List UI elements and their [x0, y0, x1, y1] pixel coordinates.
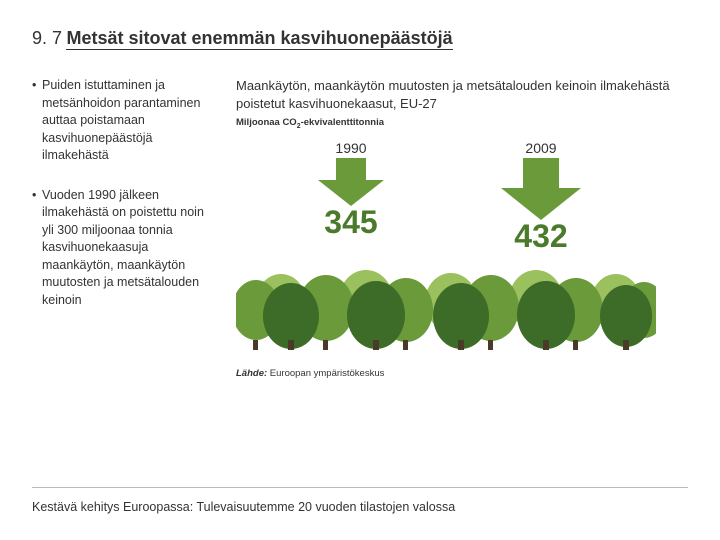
bullet-item: • Vuoden 1990 jälkeen ilmakehästä on poi… [32, 187, 212, 310]
subtitle-suffix: -ekvivalenttitonnia [301, 117, 384, 128]
bullet-dot: • [32, 77, 42, 165]
footer-text: Kestävä kehitys Euroopassa: Tulevaisuute… [32, 500, 455, 514]
chart-subtitle: Miljoonaa CO2-ekvivalenttitonnia [236, 117, 688, 130]
title-block: 9. 7 Metsät sitovat enemmän kasvihuonepä… [32, 28, 688, 49]
year-label: 1990 [271, 140, 431, 156]
bullet-dot: • [32, 187, 42, 310]
value-label: 432 [461, 218, 621, 255]
source-text: Euroopan ympäristökeskus [270, 368, 385, 379]
year-label: 2009 [461, 140, 621, 156]
bullet-text: Vuoden 1990 jälkeen ilmakehästä on poist… [42, 187, 212, 310]
value-label: 345 [271, 204, 431, 241]
bullet-text: Puiden istuttaminen ja metsänhoidon para… [42, 77, 212, 165]
arrow-block-2009: 2009 432 [461, 140, 621, 255]
arrow-down-icon [318, 158, 384, 206]
arrow-down-icon [501, 158, 581, 220]
page-title: Metsät sitovat enemmän kasvihuonepäästöj… [66, 28, 452, 50]
forest-illustration [236, 260, 656, 350]
footer-divider [32, 487, 688, 488]
arrow-block-1990: 1990 345 [271, 140, 431, 255]
infographic: 1990 345 2009 432 [236, 140, 656, 350]
source-label: Lähde: [236, 368, 267, 379]
source-line: Lähde: Euroopan ympäristökeskus [236, 368, 688, 379]
chart-title: Maankäytön, maankäytön muutosten ja mets… [236, 77, 688, 113]
arrows-row: 1990 345 2009 432 [236, 140, 656, 255]
chart-column: Maankäytön, maankäytön muutosten ja mets… [236, 77, 688, 350]
content-area: • Puiden istuttaminen ja metsänhoidon pa… [32, 77, 688, 350]
slide-number: 9. 7 [32, 28, 62, 48]
subtitle-prefix: Miljoonaa CO [236, 117, 297, 128]
bullet-column: • Puiden istuttaminen ja metsänhoidon pa… [32, 77, 212, 350]
bullet-item: • Puiden istuttaminen ja metsänhoidon pa… [32, 77, 212, 165]
